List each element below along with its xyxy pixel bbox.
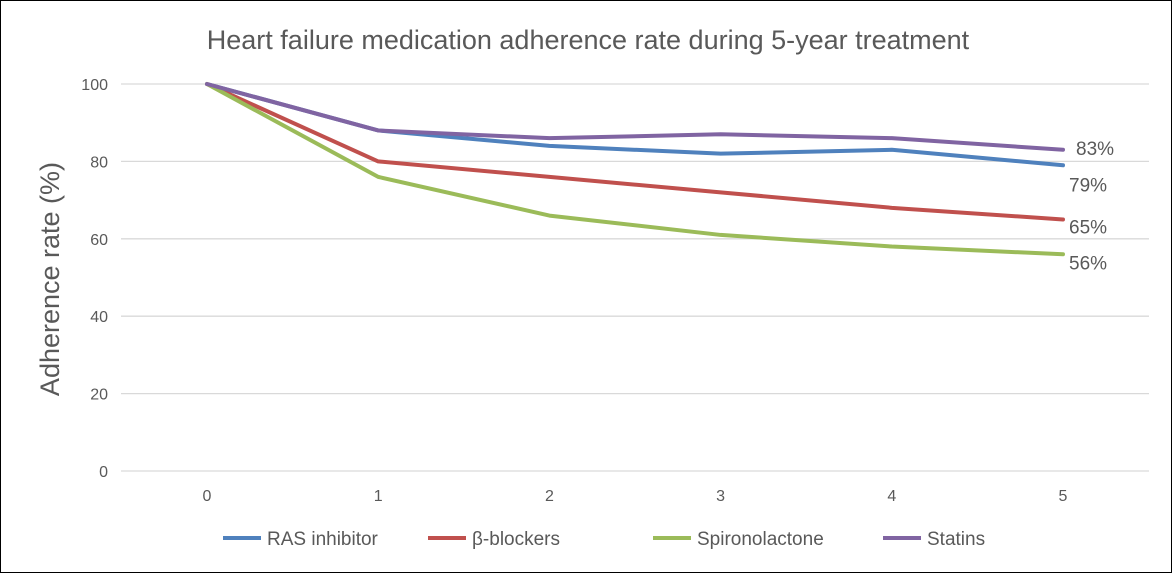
data-label: 83% [1076,139,1114,160]
legend-label: RAS inhibitor [267,529,379,550]
series-line-2 [207,84,1063,254]
x-tick-label: 2 [545,488,554,505]
legend-label: Spironolactone [697,529,824,550]
chart-title: Heart failure medication adherence rate … [207,25,970,55]
x-tick-label: 5 [1059,488,1068,505]
data-label: 79% [1069,175,1107,196]
legend-item: Statins [883,529,985,550]
legend-item: β-blockers [428,529,560,550]
y-axis-label: Adherence rate (%) [35,162,65,396]
x-tick-label: 4 [887,488,896,505]
legend-item: RAS inhibitor [223,529,379,550]
x-tick-label: 0 [203,488,212,505]
legend-label: Statins [927,529,985,550]
y-tick-label: 80 [90,154,108,171]
y-tick-label: 20 [90,387,108,404]
legend-item: Spironolactone [653,529,824,550]
legend-label: β-blockers [472,529,560,550]
y-tick-label: 60 [90,232,108,249]
x-tick-label: 3 [716,488,725,505]
data-label: 65% [1069,217,1107,238]
data-label: 56% [1069,253,1107,274]
y-tick-label: 100 [81,77,108,94]
y-tick-label: 40 [90,309,108,326]
x-tick-label: 1 [374,488,383,505]
y-tick-label: 0 [99,464,108,481]
